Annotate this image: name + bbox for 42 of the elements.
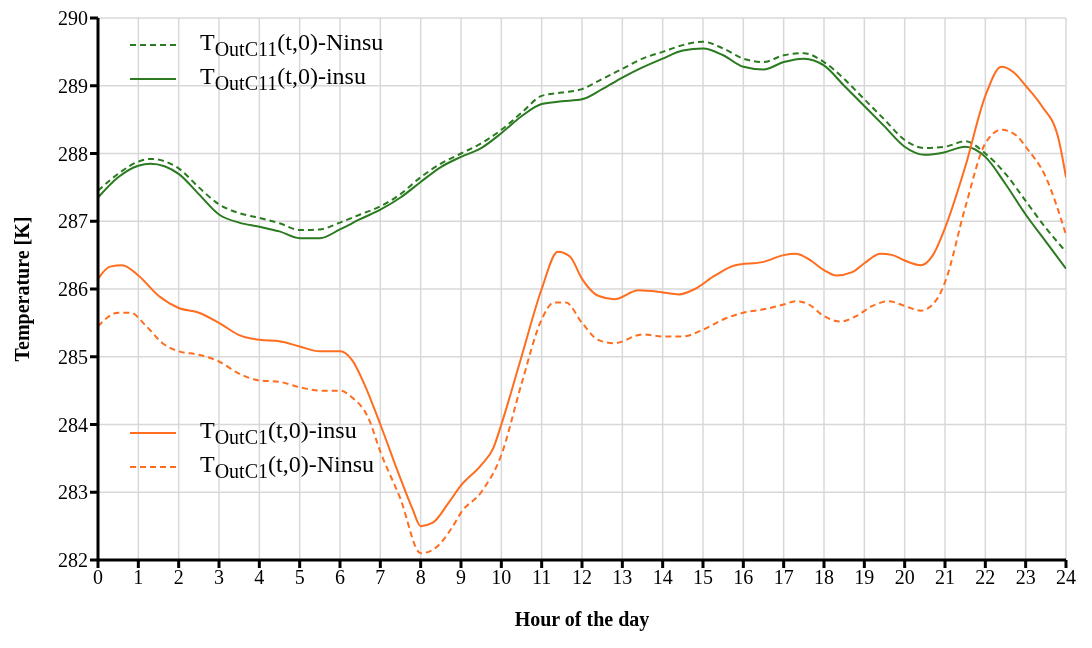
y-tick-label: 288 (58, 142, 88, 165)
y-axis-title: Temperature [K] (11, 216, 35, 362)
x-tick-label: 21 (935, 566, 955, 589)
x-tick-label: 13 (612, 566, 633, 589)
legend-label: T$_{OutC11}$(t,0)-insu (200, 63, 366, 95)
y-tick-label: 282 (58, 549, 88, 572)
x-tick-label: 19 (854, 566, 875, 589)
x-tick-label: 12 (572, 566, 592, 589)
y-tick-label: 287 (58, 210, 88, 233)
x-tick-label: 20 (894, 566, 915, 589)
x-tick-label: 10 (491, 566, 512, 589)
x-tick-label: 22 (975, 566, 996, 589)
x-tick-label: 1 (133, 566, 144, 589)
x-tick-label: 3 (214, 566, 224, 589)
x-tick-label: 9 (456, 566, 466, 589)
x-tick-label: 4 (254, 566, 265, 589)
x-tick-label: 2 (173, 566, 184, 589)
x-tick-label: 5 (294, 566, 305, 589)
x-tick-label: 15 (693, 566, 713, 589)
legend-label: T$_{OutC1}$(t,0)-insu (200, 417, 357, 449)
y-tick-label: 286 (58, 278, 88, 301)
x-tick-label: 24 (1056, 566, 1076, 589)
y-tick-label: 283 (58, 481, 88, 504)
x-tick-label: 8 (415, 566, 426, 589)
x-tick-label: 14 (652, 566, 673, 589)
line-series (98, 65, 1066, 528)
x-tick-label: 6 (335, 566, 345, 589)
x-tick-label: 23 (1015, 566, 1036, 589)
y-tick-label: 290 (58, 7, 88, 30)
x-tick-label: 0 (93, 566, 103, 589)
y-tick-label: 285 (58, 345, 88, 368)
y-tick-label: 284 (58, 413, 88, 436)
x-tick-label: 16 (733, 566, 754, 589)
x-tick-label: 18 (814, 566, 834, 589)
legend-label: T$_{OutC11}$(t,0)-Ninsu (200, 29, 384, 61)
x-tick-label: 7 (375, 566, 386, 589)
legend-label: T$_{OutC1}$(t,0)-Ninsu (200, 451, 374, 483)
x-axis-title: Hour of the day (514, 608, 650, 631)
x-tick-label: 11 (532, 566, 552, 589)
y-tick-label: 289 (58, 74, 88, 97)
line-series (98, 128, 1066, 555)
x-tick-label: 17 (773, 566, 794, 589)
